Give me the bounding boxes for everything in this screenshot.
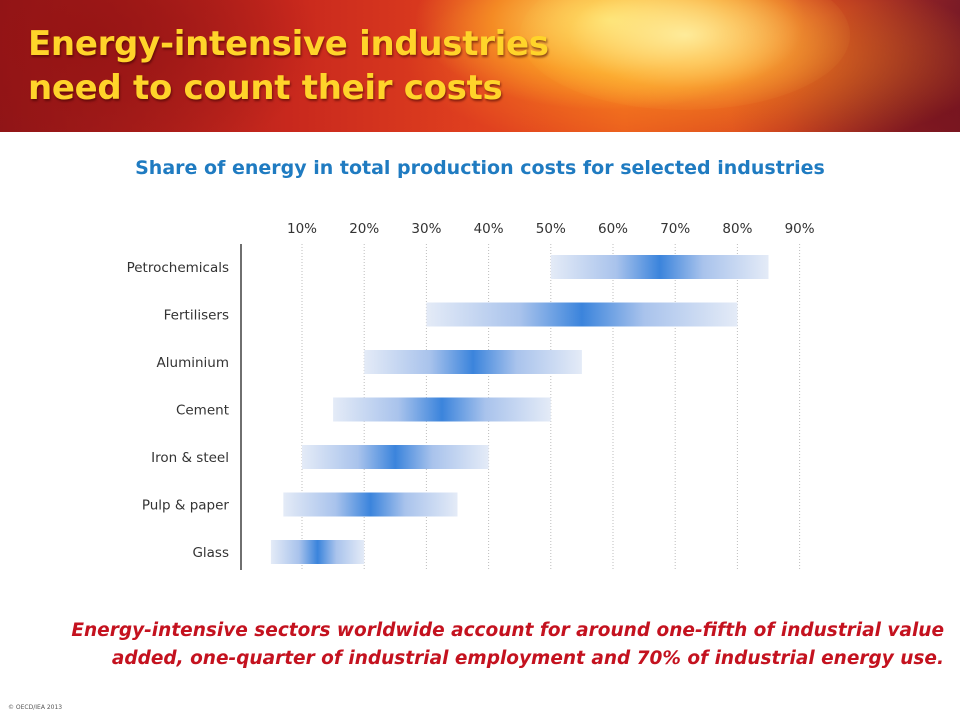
range-bar-glass xyxy=(270,540,365,564)
range-bar-fertilisers xyxy=(426,302,738,327)
x-tick-label-50: 50% xyxy=(536,221,566,237)
range-bar-aluminium xyxy=(364,350,582,374)
x-tick-label-60: 60% xyxy=(598,221,628,237)
category-label-glass: Glass xyxy=(192,545,229,561)
x-tick-label-70: 70% xyxy=(660,221,690,237)
x-tick-label-30: 30% xyxy=(411,221,441,237)
copyright-notice: © OECD/IEA 2013 xyxy=(8,704,63,711)
category-label-pulp-paper: Pulp & paper xyxy=(142,498,230,514)
category-label-fertilisers: Fertilisers xyxy=(164,308,229,324)
category-label-aluminium: Aluminium xyxy=(157,355,229,371)
x-tick-label-20: 20% xyxy=(349,221,379,237)
summary-line-2: added, one-quarter of industrial employm… xyxy=(111,648,944,669)
category-label-iron-steel: Iron & steel xyxy=(151,450,229,466)
x-tick-label-90: 90% xyxy=(785,221,815,237)
range-bar-cement xyxy=(333,397,551,422)
page-title: Energy-intensive industries need to coun… xyxy=(28,22,549,110)
summary-line-1: Energy-intensive sectors worldwide accou… xyxy=(71,620,944,641)
category-label-cement: Cement xyxy=(176,403,229,419)
category-label-petrochemicals: Petrochemicals xyxy=(127,260,229,276)
page-title-line-2: need to count their costs xyxy=(28,68,503,108)
page-title-line-1: Energy-intensive industries xyxy=(28,24,549,64)
summary-text: Energy-intensive sectors worldwide accou… xyxy=(24,617,944,673)
chart-title: Share of energy in total production cost… xyxy=(135,157,825,179)
x-tick-label-80: 80% xyxy=(722,221,752,237)
x-tick-label-10: 10% xyxy=(287,221,317,237)
range-bar-iron-steel xyxy=(302,445,489,469)
title-banner: Energy-intensive industries need to coun… xyxy=(0,0,960,132)
x-tick-label-40: 40% xyxy=(474,221,504,237)
range-bar-pulp-paper xyxy=(283,492,458,517)
range-bar-petrochemicals xyxy=(550,255,769,279)
